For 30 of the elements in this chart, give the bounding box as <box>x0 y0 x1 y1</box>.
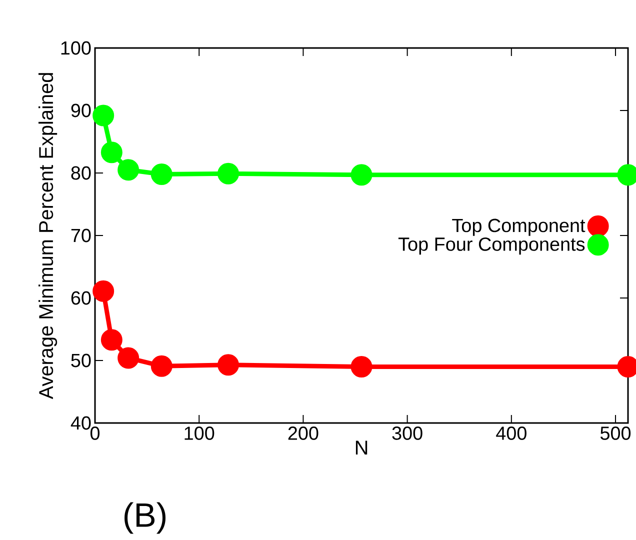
y-tick-label: 90 <box>71 104 91 118</box>
point <box>118 159 140 181</box>
point <box>218 162 240 184</box>
y-tick-label: 40 <box>70 416 91 430</box>
x-axis-title: N <box>356 440 368 454</box>
legend-label: Top Component <box>452 218 586 236</box>
x-tick-label: 100 <box>184 426 214 440</box>
y-tick-label: 70 <box>71 228 91 242</box>
x-tick-label: 400 <box>496 426 526 440</box>
point <box>100 329 122 351</box>
legend-label: Top Four Components <box>398 237 585 255</box>
point <box>150 355 172 377</box>
y-axis-title: Average Minimum Percent Explained <box>38 73 58 400</box>
x-tick-label: 300 <box>392 426 422 440</box>
y-tick-label: 60 <box>71 291 91 305</box>
y-tick-label: 100 <box>61 41 91 55</box>
y-tick-label: 80 <box>71 166 91 180</box>
point <box>92 280 114 302</box>
point <box>350 164 372 186</box>
point <box>92 104 114 126</box>
point <box>118 347 140 369</box>
point <box>350 356 372 378</box>
y-tick-label: 50 <box>71 354 91 368</box>
point <box>100 142 122 164</box>
x-tick-label: 200 <box>288 426 318 440</box>
x-tick-label: 0 <box>90 426 100 440</box>
point <box>150 163 172 185</box>
text: (B) <box>124 502 166 534</box>
x-tick-label: 500 <box>600 426 631 440</box>
point <box>218 354 240 376</box>
